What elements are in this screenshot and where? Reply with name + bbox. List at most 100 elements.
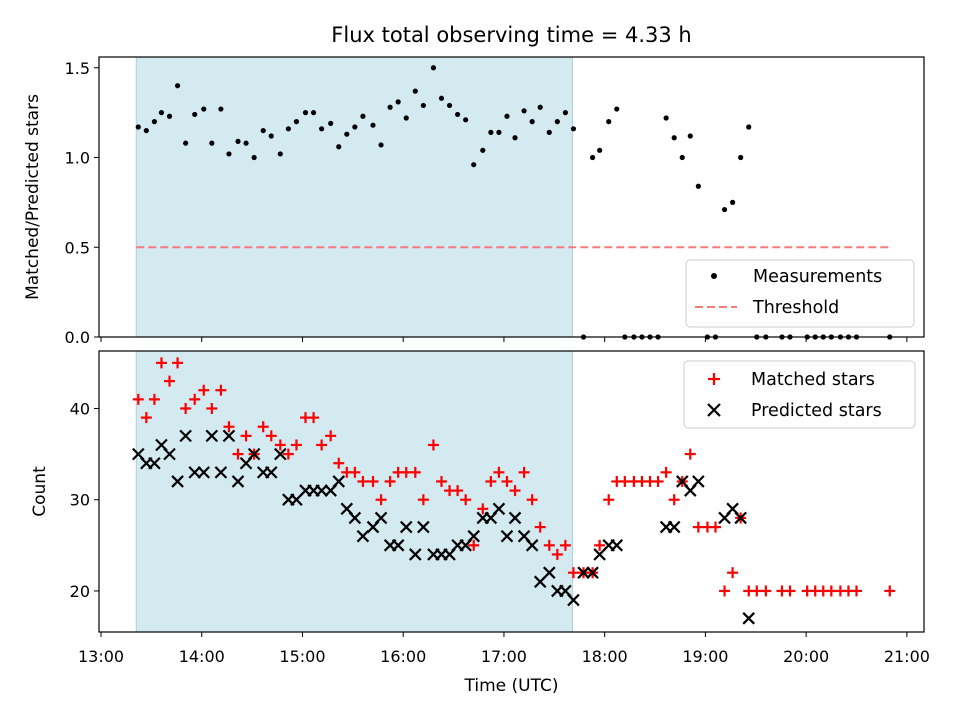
matched-star-point xyxy=(172,357,184,369)
top-legend: Measurements Threshold xyxy=(685,259,915,328)
matched-star-point xyxy=(477,503,489,515)
predicted-star-point xyxy=(179,429,192,443)
measurement-point xyxy=(512,135,518,141)
matched-star-point xyxy=(155,357,167,369)
measurement-point xyxy=(251,154,257,161)
x-tick-label: 18:00 xyxy=(582,647,628,666)
count-panel: 20 30 40 13:00 14:00 15:00 16:00 17:00 18:00 19:… xyxy=(30,350,930,696)
predicted-star-point xyxy=(171,475,184,488)
predicted-star-point xyxy=(222,429,236,443)
top-y-axis-ticks: 0.0 0.5 1.0 1.5 xyxy=(65,59,99,347)
matched-star-point xyxy=(460,494,472,506)
predicted-star-point xyxy=(508,511,522,525)
measurement-point xyxy=(285,126,291,132)
matched-star-point xyxy=(240,430,252,442)
measurement-point xyxy=(521,108,527,114)
matched-star-point xyxy=(452,485,464,497)
measurement-point xyxy=(738,154,744,161)
matched-star-point xyxy=(384,475,396,487)
matched-star-point xyxy=(468,539,480,551)
bottom-y-axis-ticks: 20 30 40 xyxy=(70,399,99,601)
predicted-star-point xyxy=(197,466,211,479)
predicted-star-point xyxy=(399,520,413,534)
legend-measurements-label: Measurements xyxy=(753,267,882,287)
matched-star-point xyxy=(518,466,530,478)
y-tick-label: 1.5 xyxy=(65,59,90,78)
y-tick-label: 1.0 xyxy=(65,149,90,168)
measurement-point xyxy=(562,110,568,116)
observing-window-shade xyxy=(135,56,573,338)
measurement-point xyxy=(158,110,165,116)
measurement-point xyxy=(328,120,334,127)
predicted-star-point xyxy=(315,484,328,497)
predicted-star-point xyxy=(467,529,481,543)
y-tick-label: 40 xyxy=(70,399,90,418)
matched-star-point xyxy=(594,539,606,551)
measurement-point xyxy=(455,111,461,118)
measurement-point xyxy=(463,117,469,123)
predicted-star-point xyxy=(409,548,422,561)
matched-star-point xyxy=(709,521,721,533)
matched-star-point xyxy=(290,439,302,451)
measurement-point xyxy=(268,133,274,139)
predicted-star-point xyxy=(332,475,346,488)
measurement-point xyxy=(387,104,393,110)
measurement-point xyxy=(344,131,350,137)
top-axes-frame xyxy=(98,56,925,338)
measurement-point xyxy=(597,147,603,153)
legend-predicted-label: Predicted stars xyxy=(751,401,882,421)
measurement-point xyxy=(192,111,198,118)
measurement-point xyxy=(183,140,189,146)
measurement-point xyxy=(589,154,596,161)
matched-star-point xyxy=(427,439,439,451)
y-tick-label: 20 xyxy=(70,582,90,601)
measurement-point xyxy=(430,65,437,71)
predicted-star-point xyxy=(348,511,362,525)
bottom-axes-frame xyxy=(98,350,925,633)
x-axis-label: Time (UTC) xyxy=(464,676,559,696)
predicted-star-point xyxy=(610,539,624,552)
measurement-point xyxy=(209,140,215,146)
y-tick-label: 30 xyxy=(70,491,90,510)
measurement-point xyxy=(504,113,510,119)
matched-star-point xyxy=(367,475,379,487)
matched-star-point xyxy=(349,466,361,478)
matched-star-point xyxy=(485,475,497,487)
matched-star-point xyxy=(409,466,421,478)
matched-star-point xyxy=(325,430,337,442)
measurement-point xyxy=(395,99,401,105)
measurement-point xyxy=(235,138,241,144)
chart-title: Flux total observing time = 4.33 h xyxy=(331,23,691,47)
measurement-point xyxy=(488,129,494,135)
predicted-star-point xyxy=(148,456,161,470)
predicted-star-point xyxy=(542,566,556,579)
matched-star-point xyxy=(148,393,160,405)
matched-star-point xyxy=(333,457,345,469)
measurement-point xyxy=(310,110,317,116)
predicted-star-point xyxy=(231,475,245,488)
legend-measurements-marker xyxy=(711,273,717,279)
predicted-star-point xyxy=(692,475,705,488)
x-tick-label: 17:00 xyxy=(481,647,527,666)
measurement-point xyxy=(721,206,728,213)
predicted-stars-series xyxy=(132,429,756,625)
predicted-star-point xyxy=(500,529,514,543)
predicted-star-point xyxy=(586,566,599,579)
measurement-point xyxy=(151,119,158,125)
measurement-point xyxy=(480,147,486,153)
measurement-point xyxy=(687,133,693,139)
matched-star-point xyxy=(316,439,328,451)
measurement-point xyxy=(471,162,477,168)
measurement-point xyxy=(243,140,249,146)
measurement-point xyxy=(529,119,535,125)
matched-star-point xyxy=(660,466,672,478)
predicted-star-point xyxy=(577,566,590,579)
matched-star-point xyxy=(417,494,429,506)
matched-star-point xyxy=(274,439,286,451)
matched-star-point xyxy=(851,585,863,597)
matched-star-point xyxy=(232,448,244,460)
predicted-star-point xyxy=(214,466,228,479)
y-tick-label: 0.0 xyxy=(65,328,90,347)
predicted-star-point xyxy=(356,529,370,543)
